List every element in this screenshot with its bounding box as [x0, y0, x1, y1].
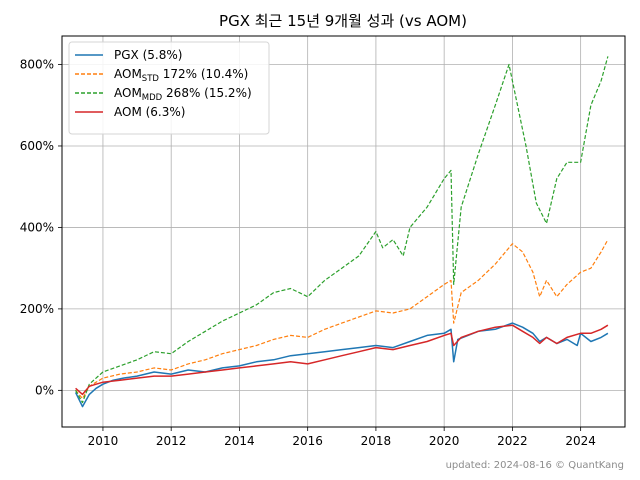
series-line-pgx [74, 322, 609, 408]
x-tick-label: 2018 [361, 434, 392, 448]
legend-label-rest: 268% (15.2%) [162, 86, 251, 100]
x-tick-label: 2010 [88, 434, 119, 448]
legend-label-rest: 172% (10.4%) [159, 67, 248, 81]
series-line-aom-mdd [75, 56, 609, 404]
series-lines [74, 56, 609, 408]
legend-label-subscript: STD [142, 74, 160, 84]
x-tick-label: 2016 [292, 434, 323, 448]
series-line-aom-std [75, 239, 609, 400]
x-tick-label: 2020 [429, 434, 460, 448]
x-tick-label: 2014 [224, 434, 255, 448]
y-tick-label: 800% [20, 58, 54, 72]
x-axis: 2010 2012 2014 2016 2018 2020 2022 2024 [88, 427, 596, 448]
legend-box [68, 41, 270, 135]
legend-label-pgx: PGX (5.8%) [114, 48, 182, 62]
y-tick-label: 200% [20, 302, 54, 316]
plot-frame [61, 35, 626, 428]
x-tick-label: 2024 [565, 434, 596, 448]
legend: PGX (5.8%)AOMSTD 172% (10.4%)AOMMDD 268%… [68, 41, 270, 135]
legend-label-main: AOM [114, 67, 142, 81]
x-tick-label: 2022 [497, 434, 528, 448]
y-tick-label: 0% [35, 383, 54, 397]
y-tick-label: 400% [20, 220, 54, 234]
series-line-aom [75, 324, 609, 396]
y-axis: 0% 200% 400% 600% 800% [20, 58, 62, 397]
legend-label-aom-mdd: AOMMDD 268% (15.2%) [114, 86, 252, 103]
legend-label-main: PGX (5.8%) [114, 48, 182, 62]
legend-label-subscript: MDD [142, 93, 163, 103]
x-tick-label: 2012 [156, 434, 187, 448]
y-tick-label: 600% [20, 139, 54, 153]
legend-label-aom: AOM (6.3%) [114, 105, 185, 119]
legend-label-aom-std: AOMSTD 172% (10.4%) [114, 67, 248, 84]
chart-title: PGX 최근 15년 9개월 성과 (vs AOM) [219, 12, 467, 30]
footer-note: updated: 2024-08-16 © QuantKang [446, 460, 624, 471]
legend-label-main: AOM [114, 86, 142, 100]
legend-label-main: AOM (6.3%) [114, 105, 185, 119]
